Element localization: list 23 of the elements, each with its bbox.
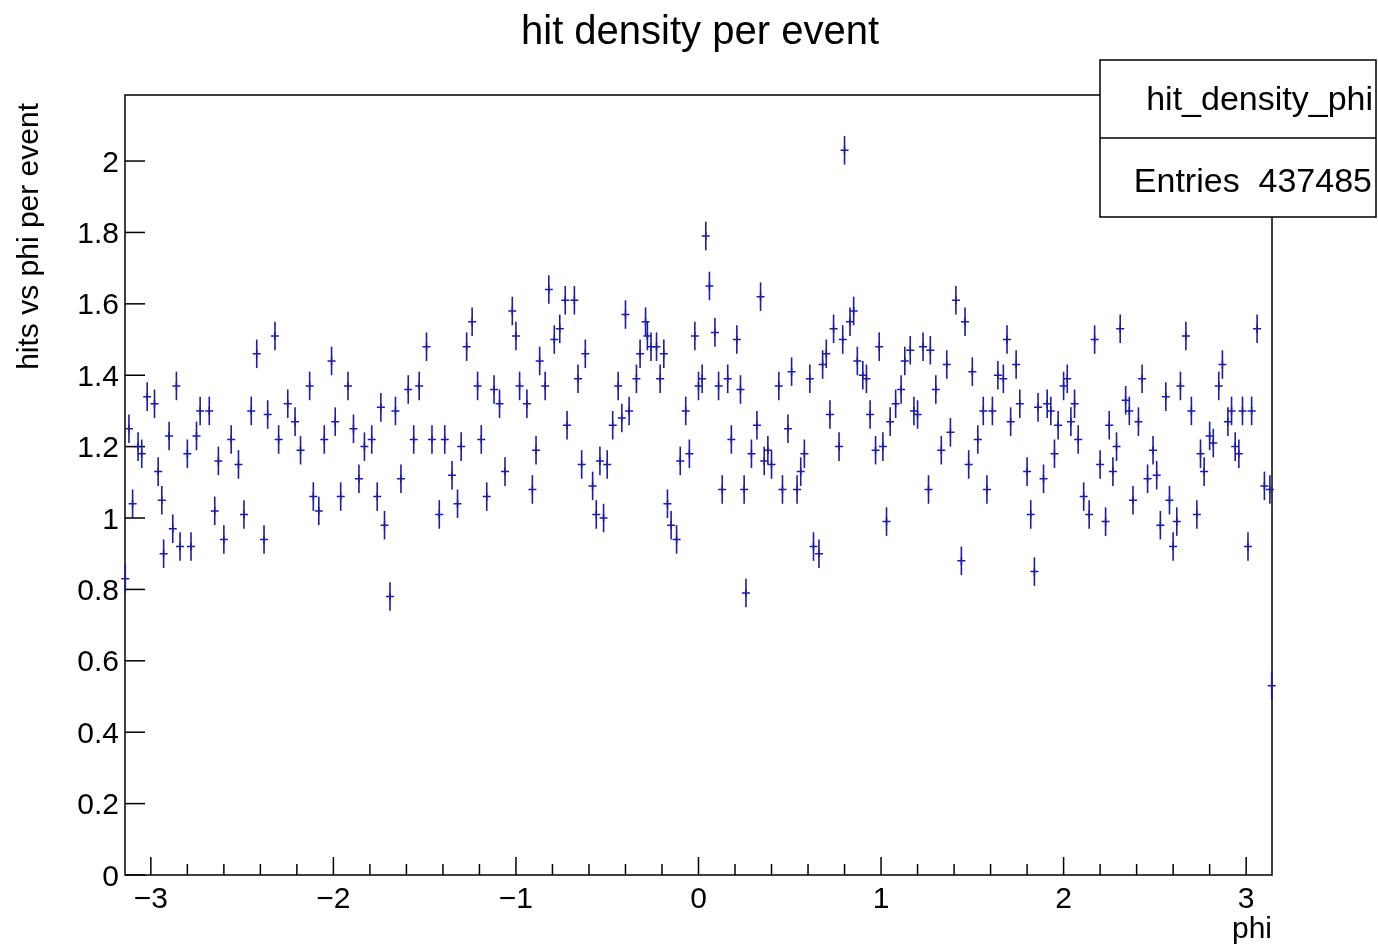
x-tick-label: −3 xyxy=(133,881,168,914)
chart-title: hit density per event xyxy=(521,8,879,52)
annotation: Entries 437485 xyxy=(1133,161,1372,199)
y-tick-label: 1.2 xyxy=(77,430,119,464)
y-tick-label: 1.6 xyxy=(77,287,119,321)
x-tick-label: 1 xyxy=(872,881,890,914)
x-axis-title: phi xyxy=(1231,911,1272,944)
y-tick-label: 0.2 xyxy=(77,787,119,821)
x-tick-label: 3 xyxy=(1237,881,1255,914)
y-tick-label: 0 xyxy=(102,858,119,892)
annotation: hit_density_phi xyxy=(1146,79,1373,117)
y-tick-label: 0.4 xyxy=(77,715,119,749)
x-tick-label: −1 xyxy=(498,881,534,914)
y-tick-label: 1 xyxy=(102,501,119,535)
x-tick-label: 2 xyxy=(1055,881,1072,914)
x-tick-label: 0 xyxy=(690,881,707,914)
y-axis-title: hits vs phi per event xyxy=(11,102,44,370)
y-tick-label: 0.6 xyxy=(77,644,119,678)
x-tick-label: −2 xyxy=(316,881,351,914)
y-tick-label: 1.8 xyxy=(77,215,119,249)
y-tick-label: 2 xyxy=(102,144,119,178)
y-tick-label: 1.4 xyxy=(77,358,119,392)
y-tick-label: 0.8 xyxy=(77,572,119,606)
